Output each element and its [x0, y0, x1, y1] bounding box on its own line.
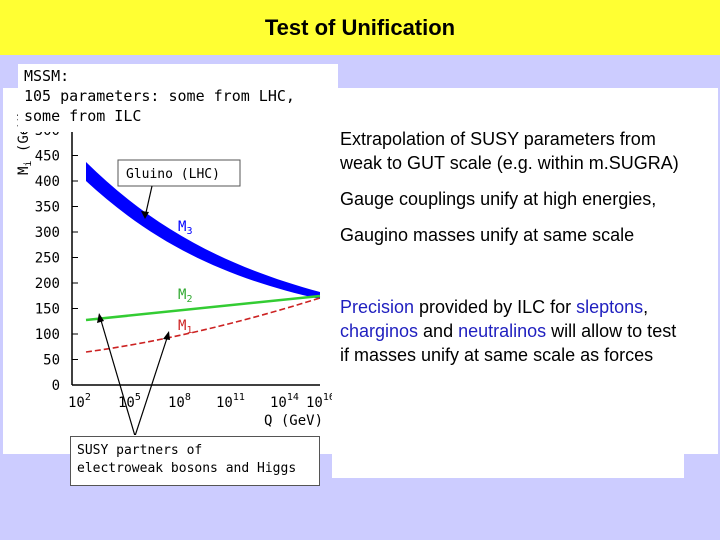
m2-label-sub: 2 [186, 294, 192, 305]
charginos-text: charginos [340, 321, 419, 341]
x-axis-ticks: 102 105 108 1011 1014 1016 [68, 392, 335, 411]
x-tick-label: 108 [168, 392, 191, 411]
m1-label-main: M [178, 318, 186, 334]
m1-label-sub: 1 [186, 325, 192, 336]
x-tick-label: 102 [68, 392, 91, 411]
x-axis-label: Q (GeV) [264, 413, 323, 429]
sleptons-text: sleptons [576, 297, 644, 317]
y-axis-ticks: 050100150200250300350400450500 [35, 123, 78, 394]
provided-text: provided by ILC for [414, 297, 577, 317]
x-tick-label: 105 [118, 392, 141, 411]
bullet-list: Extrapolation of SUSY parameters from we… [340, 127, 680, 379]
y-tick-label: 300 [35, 225, 60, 241]
y-tick-label: 100 [35, 327, 60, 343]
gaugino-mass-plot: 050100150200250300350400450500 102105108… [16, 110, 335, 435]
bullet-extrapolation: Extrapolation of SUSY parameters from we… [340, 129, 679, 173]
y-tick-label: 350 [35, 200, 60, 216]
y-axis-label-main: M [16, 167, 32, 175]
y-tick-label: 150 [35, 302, 60, 318]
m1-line [85, 297, 321, 353]
susy-partners-note: SUSY partners of electroweak bosons and … [70, 436, 320, 486]
susy-line-1: SUSY partners of [77, 443, 203, 458]
slide-title: Test of Unification [0, 0, 720, 55]
x-tick-label: 1014 [270, 392, 299, 411]
m3-label-sub: 3 [186, 226, 192, 237]
m3-label: M3 [178, 219, 192, 237]
x-tick-label: 1016 [306, 392, 335, 411]
susy-arrow-m1 [134, 334, 169, 435]
y-tick-label: 400 [35, 174, 60, 190]
susy-arrowhead-m2 [97, 313, 104, 323]
y-tick-label: 200 [35, 276, 60, 292]
bullet-gaugino-masses: Gaugino masses unify at same scale [340, 225, 635, 245]
precision-text: Precision [340, 297, 415, 317]
m3-band [86, 162, 320, 299]
y-tick-label: 50 [43, 353, 60, 369]
neutralinos-text: neutralinos [458, 321, 547, 341]
m2-label-main: M [178, 287, 186, 303]
susy-line-2: electroweak bosons and Higgs [77, 461, 297, 476]
mssm-line-2: 105 parameters: some from LHC, [24, 87, 295, 105]
and-text: and [418, 321, 459, 341]
m1-label: M1 [178, 318, 192, 336]
gluino-label: Gluino (LHC) [126, 167, 220, 182]
comma-text: , [643, 297, 649, 317]
mssm-line-3: some from ILC [24, 107, 142, 125]
m3-label-main: M [178, 219, 186, 235]
susy-arrow-m2 [99, 316, 136, 435]
mssm-line-1: MSSM: [24, 67, 70, 85]
x-tick-label: 1011 [216, 392, 245, 411]
y-axis-label-sub: i [23, 161, 34, 167]
m2-line [85, 294, 321, 322]
y-tick-label: 450 [35, 149, 60, 165]
y-tick-label: 250 [35, 251, 60, 267]
gluino-label-box [117, 159, 241, 187]
bullet-gauge-couplings: Gauge couplings unify at high energies, [340, 189, 657, 209]
mssm-note: MSSM: 105 parameters: some from LHC, som… [18, 64, 338, 132]
unify-text: will allow to test if masses unify at sa… [340, 321, 677, 365]
susy-arrowhead-m1 [163, 331, 170, 340]
text-box [332, 118, 684, 478]
m2-label: M2 [178, 287, 192, 305]
y-tick-label: 0 [52, 378, 60, 394]
bullet-precision: Precision provided by ILC for sleptons, … [340, 295, 680, 367]
gluino-arrowhead [141, 211, 149, 219]
